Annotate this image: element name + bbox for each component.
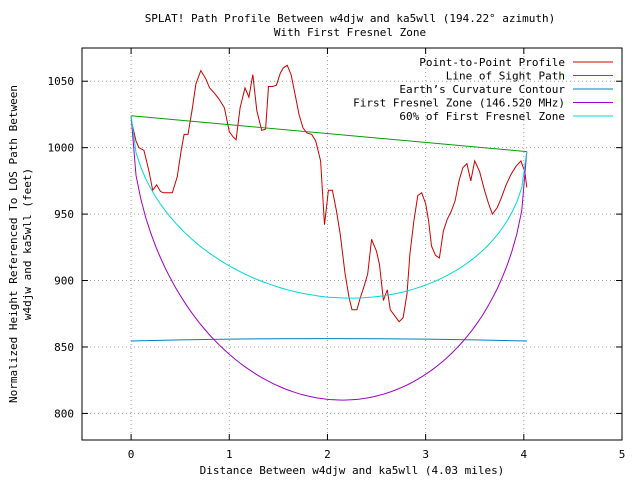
x-axis-label: Distance Between w4djw and ka5wll (4.03 … xyxy=(200,464,505,477)
series-line-first-fresnel-zone-146-520-mhz xyxy=(130,115,528,401)
y-tick-label: 1000 xyxy=(48,142,75,155)
legend-label: 60% of First Fresnel Zone xyxy=(399,110,565,123)
x-tick-label: 3 xyxy=(422,448,429,461)
y-axis-label-line2: w4djw and ka5wll (feet) xyxy=(21,168,34,320)
plot-frame xyxy=(81,47,623,441)
y-tick-label: 950 xyxy=(54,208,74,221)
y-tick-label: 1050 xyxy=(48,75,75,88)
series-line-60-of-first-fresnel-zone xyxy=(130,115,528,299)
legend-label: Point-to-Point Profile xyxy=(419,56,565,69)
y-tick-label: 850 xyxy=(54,341,74,354)
series-line-point-to-point-profile xyxy=(130,64,528,323)
axis-ticks: 0 1 2 3 4 5 800 850 900 950 1000 1050 xyxy=(48,48,626,461)
series-layer xyxy=(130,64,528,401)
legend-label: First Fresnel Zone (146.520 MHz) xyxy=(353,97,565,110)
legend-label: Earth’s Curvature Contour xyxy=(399,83,565,96)
y-tick-label: 900 xyxy=(54,275,74,288)
y-tick-label: 800 xyxy=(54,407,74,420)
y-axis-label-line1: Normalized Height Referenced To LOS Path… xyxy=(7,85,20,403)
chart-subtitle: With First Fresnel Zone xyxy=(274,26,426,39)
x-tick-label: 1 xyxy=(226,448,233,461)
legend-label: Line of Sight Path xyxy=(446,70,565,83)
x-tick-label: 5 xyxy=(619,448,626,461)
x-tick-label: 2 xyxy=(324,448,331,461)
series-line-earth-s-curvature-contour xyxy=(131,338,527,342)
x-tick-label: 4 xyxy=(521,448,528,461)
chart-title: SPLAT! Path Profile Between w4djw and ka… xyxy=(145,12,556,25)
x-tick-label: 0 xyxy=(128,448,135,461)
series-line-line-of-sight-path xyxy=(131,115,527,153)
